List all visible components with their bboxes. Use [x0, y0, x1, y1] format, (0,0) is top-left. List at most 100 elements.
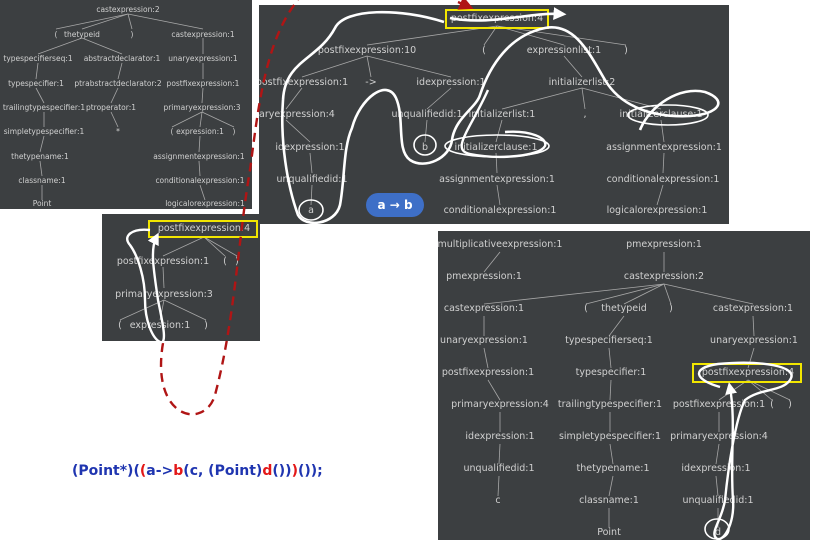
tree-node: ( — [170, 127, 174, 136]
tree-node: trailingtypespecifier:1 — [2, 103, 86, 112]
tree-node: ) — [624, 45, 628, 56]
leaf-d-circle — [704, 518, 730, 540]
tree-node: multiplicativeexpression:1 — [438, 239, 563, 250]
tree-node: castexpression:2 — [623, 271, 705, 282]
tree-node: abstractdeclarator:1 — [83, 54, 161, 63]
code-part-red: ) — [291, 463, 298, 479]
tree-node: typespecifier:1 — [575, 367, 647, 378]
code-part: a-> — [146, 463, 174, 479]
tree-node: pmexpression:1 — [626, 239, 702, 250]
tree-node: ptroperator:1 — [85, 103, 137, 112]
parse-tree-panel-mult: multiplicativeexpression:1 pmexpression:… — [438, 231, 810, 540]
tree-node: thetypeid — [601, 303, 647, 314]
tree-node: postfixexpression:1 — [166, 79, 240, 88]
parse-tree-panel-castexpression: castexpression:2 ( thetypeid ) castexpre… — [0, 0, 252, 209]
tree-node: castexpression:1 — [712, 303, 794, 314]
initializerclause-circle — [444, 134, 550, 158]
tree-node: ) — [204, 320, 208, 331]
tree-node: castexpression:1 — [171, 30, 235, 39]
tree-node: ( — [770, 399, 774, 410]
tree-node: idexpression:1 — [681, 463, 751, 474]
tree-node: postfixexpression:1 — [259, 77, 349, 88]
code-part: ()); — [297, 463, 323, 479]
tree-edges — [119, 236, 238, 321]
tree-node: Point — [32, 199, 52, 208]
tree-node: postfixexpression:1 — [441, 367, 535, 378]
tree-node: expression:1 — [176, 127, 224, 136]
trace-arrow — [449, 7, 567, 22]
tree-node: ( — [223, 256, 227, 267]
tree-node: trailingtypespecifier:1 — [557, 399, 663, 410]
tree-node: primaryexpression:4 — [259, 109, 335, 120]
tree-node: ( — [118, 320, 122, 331]
trace-loop — [126, 228, 166, 344]
tree-node: postfixexpression:4 — [701, 367, 795, 378]
tree-node: primaryexpression:3 — [163, 103, 241, 112]
tree-node: thetypeid — [64, 30, 100, 39]
highlight-box — [692, 363, 802, 383]
code-part: (Point*)( — [72, 463, 140, 479]
tree-node: ( — [482, 45, 486, 56]
code-part: ()) — [272, 463, 292, 479]
tree-node: idexpression:1 — [416, 77, 486, 88]
member-access-badge: a → b — [366, 193, 424, 217]
tree-node: initializerclause:1 — [454, 142, 538, 153]
tree-node: primaryexpression:4 — [670, 431, 768, 442]
tree-node: unqualifiedid:1 — [682, 495, 754, 506]
dashed-link-arrow — [160, 0, 299, 416]
tree-node: logicalorexpression:1 — [165, 199, 245, 208]
tree-node: initializerlist:2 — [548, 77, 616, 88]
code-expression: (Point*)((a->b(c, (Point)d()))()); — [72, 463, 323, 479]
tree-node: thetypename:1 — [11, 152, 69, 161]
tree-node: simpletypespecifier:1 — [558, 431, 662, 442]
tree-node: typespecifierseq:1 — [3, 54, 73, 63]
leaf-b-circle — [413, 134, 437, 156]
tree-node: ) — [130, 30, 134, 39]
tree-node: postfixexpression:1 — [116, 256, 210, 267]
tree-node: primaryexpression:4 — [451, 399, 549, 410]
trace-loop — [697, 361, 793, 540]
tree-node: ) — [788, 399, 792, 410]
tree-node: ( — [54, 30, 58, 39]
tree-node: unqualifiedid:1 — [276, 174, 348, 185]
tree-node: unaryexpression:1 — [710, 335, 798, 346]
code-part-red: ( — [139, 463, 147, 479]
tree-node: * — [116, 127, 120, 136]
tree-node: ) — [232, 127, 236, 136]
tree-node: d — [714, 527, 722, 538]
code-part: (c, (Point) — [183, 463, 263, 479]
tree-node: logicalorexpression:1 — [606, 205, 708, 216]
trace-loop — [460, 89, 547, 159]
tree-node: classname:1 — [18, 176, 66, 185]
tree-node: a — [308, 205, 314, 216]
tree-node: ) — [235, 256, 239, 267]
tree-node: simpletypespecifier:1 — [3, 127, 85, 136]
tree-node: , — [583, 109, 587, 120]
tree-node: conditionalexpression:1 — [606, 174, 720, 185]
highlight-box — [445, 9, 549, 29]
tree-node: primaryexpression:3 — [115, 289, 213, 300]
tree-node: assignmentexpression:1 — [153, 152, 245, 161]
tree-node: ) — [669, 303, 673, 314]
tree-node: assignmentexpression:1 — [439, 174, 555, 185]
tree-node: unaryexpression:1 — [440, 335, 528, 346]
tree-node: castexpression:2 — [96, 5, 160, 14]
initializerclause-circle — [627, 104, 709, 126]
tree-node: ( — [584, 303, 588, 314]
tree-node: classname:1 — [579, 495, 639, 506]
tree-node: b — [421, 142, 429, 153]
tree-node: c — [495, 495, 501, 506]
trace-loop — [281, 10, 720, 225]
tree-node: -> — [365, 77, 377, 88]
tree-node: initializerlist:1 — [468, 109, 536, 120]
tree-node: postfixexpression:1 — [672, 399, 766, 410]
tree-node: Point — [597, 527, 621, 538]
leaf-a-circle — [298, 199, 324, 221]
tree-edges — [35, 13, 235, 201]
code-part-red: b — [173, 463, 184, 479]
tree-node: pmexpression:1 — [446, 271, 522, 282]
code-part-red: d — [262, 463, 273, 479]
badge-label: a → b — [377, 198, 413, 212]
tree-node: unqualifiedid:1 — [463, 463, 535, 474]
